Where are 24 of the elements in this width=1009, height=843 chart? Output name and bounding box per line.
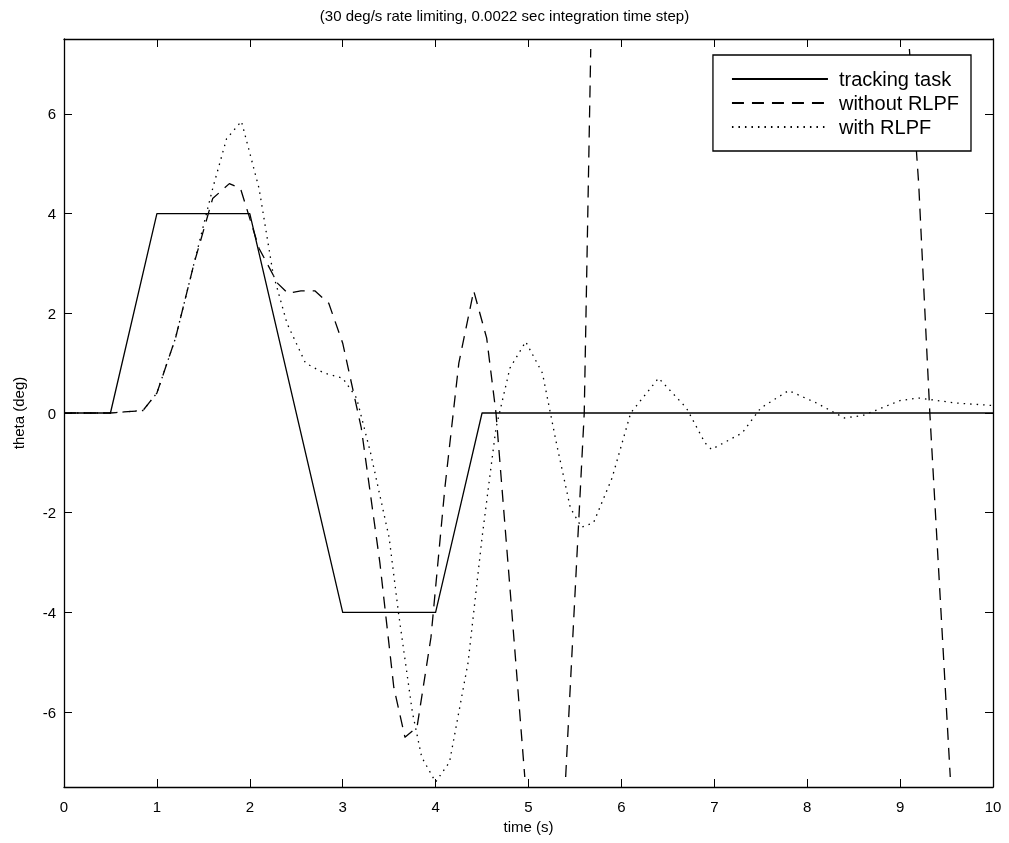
x-tick-label: 9 xyxy=(895,798,905,815)
y-tick-label: 2 xyxy=(47,304,56,322)
x-tick-label: 1 xyxy=(152,798,162,815)
legend-label: with RLPF xyxy=(837,116,932,138)
x-tick-label: 6 xyxy=(617,798,626,815)
x-tick-label: 4 xyxy=(431,798,440,815)
x-axis-title: time (s) xyxy=(503,817,554,835)
x-tick-label: 7 xyxy=(710,798,719,815)
x-tick-label: 10 xyxy=(984,798,1002,815)
x-tick-label: 5 xyxy=(524,798,533,815)
x-tick-label: 2 xyxy=(245,798,254,815)
y-tick-label: 6 xyxy=(47,105,56,123)
y-tick-label: -6 xyxy=(42,703,56,721)
y-axis-title: theta (deg) xyxy=(10,376,27,450)
y-tick-label: -2 xyxy=(42,504,56,522)
legend-label: without RLPF xyxy=(837,92,960,114)
x-tick-label: 8 xyxy=(803,798,812,815)
chart-title: (30 deg/s rate limiting, 0.0022 sec integration time step) xyxy=(319,7,690,24)
y-tick-label: 4 xyxy=(47,205,56,223)
x-tick-label: 0 xyxy=(59,798,69,815)
y-tick-label: 0 xyxy=(47,404,56,422)
x-tick-label: 3 xyxy=(338,798,347,815)
legend-label: tracking task xyxy=(838,68,953,90)
y-tick-label: -4 xyxy=(42,603,56,621)
